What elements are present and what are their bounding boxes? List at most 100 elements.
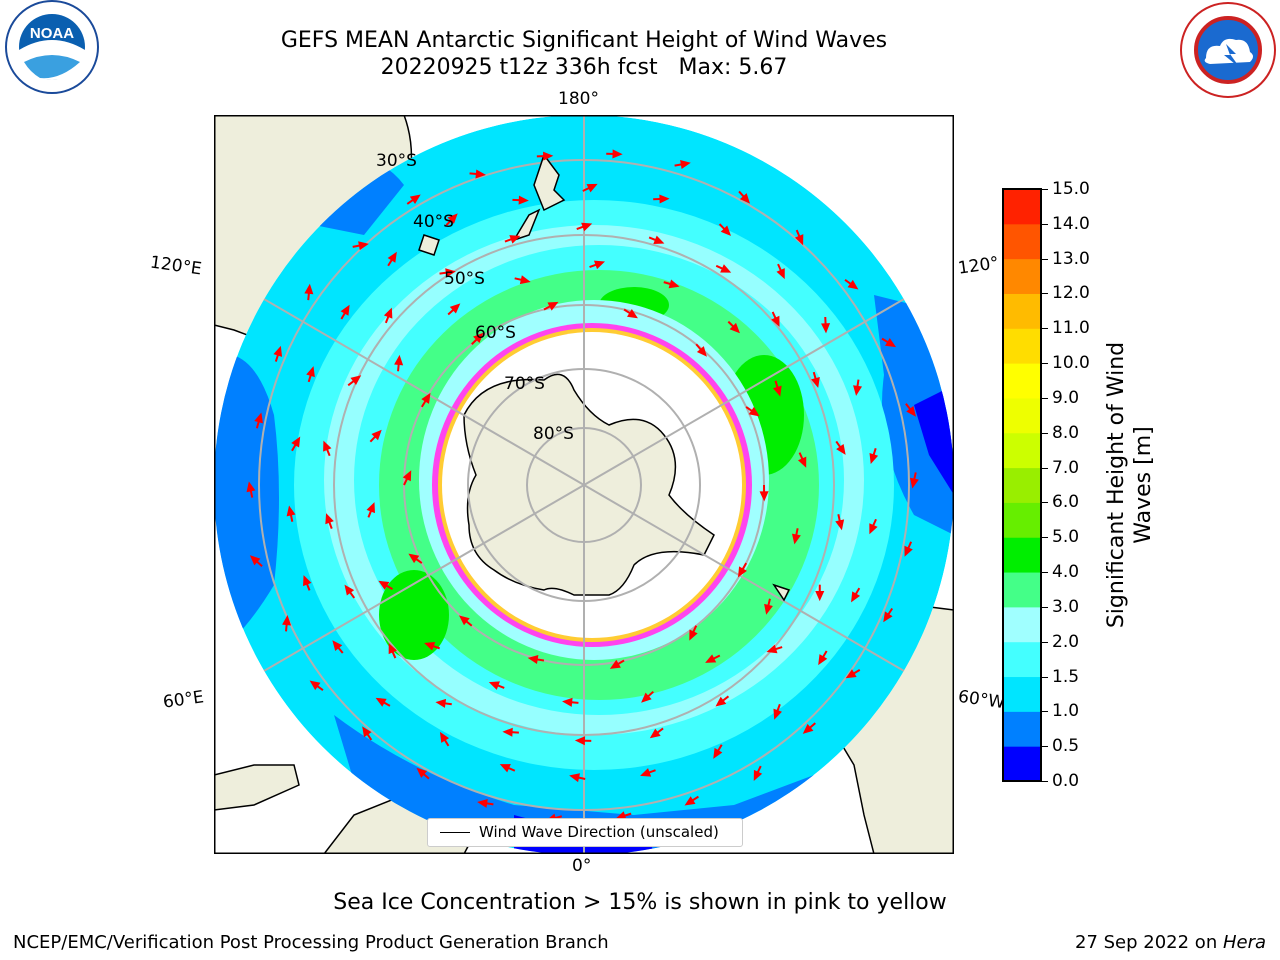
wind-arrow-head [649, 728, 661, 739]
wind-arrow-head [475, 169, 486, 179]
wind-arrow-head [509, 235, 521, 244]
lon-label-60e: 60°E [161, 687, 206, 713]
wind-arrow-head [562, 697, 573, 707]
wind-arrow-head [547, 301, 559, 311]
wind-arrow-head [304, 283, 314, 295]
wind-arrow-head [286, 505, 296, 517]
wind-arrow-head [640, 768, 652, 777]
wind-arrow-head [904, 545, 913, 557]
wind-arrow-head [818, 654, 828, 666]
colorbar-tick-label: 6.0 [1052, 492, 1080, 513]
colorbar-tick-mark [1042, 293, 1048, 295]
wind-arrow-head [254, 412, 263, 424]
wind-arrow-head [802, 723, 814, 734]
colorbar-segment [1003, 746, 1041, 782]
colorbar-tick-mark [1042, 189, 1048, 190]
colorbar-tick-label: 15.0 [1052, 179, 1090, 199]
colorbar-segment [1003, 189, 1041, 225]
colorbar-tick-label: 2.0 [1052, 631, 1080, 652]
legend-label: Wind Wave Direction (unscaled) [479, 823, 719, 841]
colorbar-segment [1003, 537, 1041, 573]
wind-arrow-head [306, 366, 315, 378]
noaa-logo: NOAA [5, 0, 99, 94]
footer-left: NCEP/EMC/Verification Post Processing Pr… [13, 932, 609, 953]
wind-arrow-head [680, 160, 691, 169]
wind-arrow-head [409, 194, 421, 205]
wind-arrow-head [586, 183, 598, 193]
lat-label-50s: 50°S [444, 269, 485, 289]
wind-arrow-head [696, 346, 707, 357]
wind-arrow-head [853, 385, 863, 396]
footer-date: 27 Sep 2022 on [1075, 932, 1223, 953]
colorbar-tick-mark [1042, 223, 1048, 225]
wind-arrow-head [771, 315, 780, 327]
wind-wave-direction-arrows [246, 149, 919, 823]
lon-label-120e: 120°E [148, 252, 203, 280]
wind-arrow-head [776, 268, 785, 280]
wind-arrow-head [759, 491, 769, 502]
colorbar-tick-label: 12.0 [1052, 283, 1090, 304]
wind-arrow-head [473, 332, 484, 344]
chart-title-line2: 20220925 t12z 336h fcst Max: 5.67 [380, 55, 788, 80]
wind-arrow-head [612, 149, 623, 159]
colorbar-tick-mark [1042, 363, 1048, 365]
wind-arrow-head [869, 453, 879, 465]
wind-arrow-head [869, 523, 878, 535]
colorbar-tick-label: 1.0 [1052, 701, 1080, 722]
colorbar-tick-mark [1042, 606, 1048, 608]
wind-arrow-head [518, 195, 529, 205]
colorbar-tick-mark [1042, 676, 1048, 678]
wind-arrow-head [458, 615, 470, 626]
wind-arrow-head [811, 376, 820, 388]
colorbar-segment [1003, 711, 1041, 747]
wind-arrow-head [764, 603, 773, 615]
wind-arrow-head [641, 692, 652, 703]
footer-host: Hera [1222, 932, 1266, 953]
colorbar-tick-mark [1042, 467, 1048, 469]
colorbar-segment [1003, 223, 1041, 260]
wind-arrow-head [439, 731, 450, 743]
wind-arrow-head [883, 611, 893, 623]
colorbar-tick-label: 1.5 [1052, 666, 1080, 687]
colorbar [1002, 188, 1042, 782]
wind-arrow-head [845, 669, 857, 679]
colorbar-segment [1003, 676, 1041, 712]
colorbar-segment [1003, 502, 1041, 538]
wind-arrow-head [303, 575, 312, 587]
wind-arrow-head [720, 264, 732, 273]
wind-arrow-head [519, 275, 531, 285]
polar-stereographic-map [214, 115, 954, 854]
wind-arrow-head [309, 680, 321, 691]
colorbar-tick-mark [1042, 328, 1048, 330]
colorbar-segment [1003, 293, 1041, 329]
colorbar-tick-mark [1042, 572, 1048, 574]
footer-right: 27 Sep 2022 on Hera [1075, 932, 1266, 953]
wind-arrow-head [449, 303, 461, 314]
wind-arrow-head [593, 260, 606, 270]
wind-arrow-head [910, 477, 919, 489]
wind-arrow-head [366, 502, 375, 514]
wind-arrow-head [362, 726, 372, 738]
colorbar-tick-label: 8.0 [1052, 422, 1080, 443]
wind-arrow-head [737, 566, 747, 578]
colorbar-tick-mark [1042, 781, 1048, 782]
wind-arrow-head [358, 241, 369, 251]
colorbar-segment [1003, 467, 1041, 503]
wind-arrow-head [488, 681, 500, 690]
lon-label-60w: 60°W [956, 686, 1007, 714]
caption: Sea Ice Concentration > 15% is shown in … [333, 890, 947, 915]
wind-arrow-head [375, 697, 387, 707]
wind-arrow-head [445, 268, 456, 278]
wind-arrow-head [569, 773, 580, 783]
map-legend: Wind Wave Direction (unscaled) [427, 818, 743, 847]
wind-arrow-head [282, 615, 292, 626]
wind-arrow-head [323, 440, 332, 452]
colorbar-segment [1003, 432, 1041, 469]
wind-arrow-head [394, 354, 404, 366]
wind-arrow-head [836, 444, 846, 455]
wind-arrow-head [753, 769, 763, 781]
wind-arrow-head [653, 235, 665, 244]
colorbar-tick-label: 13.0 [1052, 248, 1090, 269]
colorbar-segment [1003, 606, 1041, 643]
wind-arrow-head [851, 591, 861, 603]
